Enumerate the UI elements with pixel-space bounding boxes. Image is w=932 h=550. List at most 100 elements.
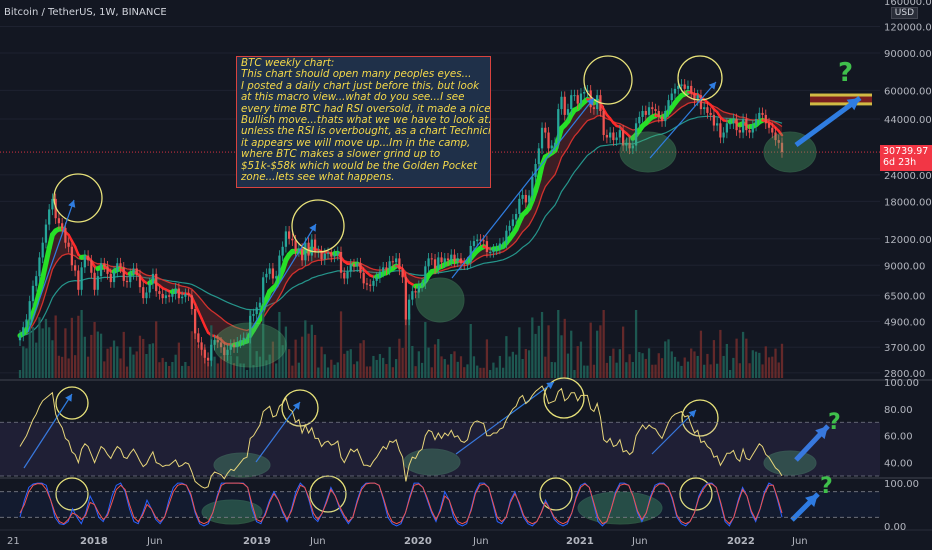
volume-bar (213, 356, 216, 378)
candle-down (592, 107, 596, 110)
volume-bar (103, 361, 106, 378)
candle-up (498, 243, 502, 249)
volume-bar (226, 355, 229, 378)
volume-bar (754, 351, 758, 378)
candle-down (320, 251, 323, 260)
volume-bar (151, 343, 155, 378)
candle-up (472, 241, 476, 246)
trend-ribbon-down-segment (777, 129, 784, 137)
time-tick-label: 2018 (80, 536, 108, 547)
candle-down (764, 114, 767, 124)
candle-up (407, 299, 411, 320)
candle-up (673, 88, 677, 94)
candle-up (262, 277, 265, 303)
volume-bar (258, 356, 262, 378)
volume-bar (193, 310, 197, 378)
volume-bar (359, 343, 362, 378)
candle-up (686, 85, 690, 89)
candle-down (294, 240, 297, 252)
volume-bar (323, 354, 326, 378)
candle-up (96, 276, 99, 290)
rsi-trend-arrow-head (688, 410, 696, 418)
candle-up (229, 344, 232, 350)
volume-bar (514, 354, 518, 378)
time-tick-label: 2019 (243, 536, 271, 547)
stoch-k-line (19, 482, 783, 527)
currency-label[interactable]: USD (890, 7, 918, 19)
volume-bar (333, 364, 336, 378)
candle-up (696, 95, 699, 101)
volume-bar (609, 355, 612, 378)
candle-down (158, 291, 161, 294)
volume-bar (534, 333, 537, 378)
candle-up (258, 302, 262, 308)
rsi-trend-arrow (455, 381, 555, 455)
candle-down (712, 114, 716, 126)
volume-bar (583, 365, 586, 378)
volume-bar (505, 336, 508, 378)
candle-up (28, 301, 31, 320)
candle-down (628, 142, 631, 149)
volume-bar (245, 370, 249, 378)
volume-bar (482, 367, 485, 378)
volume-bar (771, 356, 774, 378)
candle-down (709, 112, 712, 115)
volume-bar (625, 362, 628, 378)
candle-up (38, 257, 41, 277)
candle-up (521, 194, 524, 199)
volume-bar (106, 348, 109, 378)
candle-up (132, 268, 135, 274)
time-tick-label: Jun (146, 536, 163, 547)
volume-bar (758, 352, 761, 378)
volume-bar (41, 328, 44, 378)
volume-bar (372, 355, 375, 378)
golden-pocket-zone-inner (810, 96, 872, 103)
volume-bar (537, 325, 540, 378)
stoch-ellipse (201, 499, 263, 525)
volume-bar (527, 350, 531, 378)
candle-up (502, 242, 505, 244)
candle-up (647, 107, 651, 115)
candle-up (670, 93, 673, 101)
candle-down (122, 267, 125, 281)
trend-arrow-head (586, 98, 594, 106)
volume-bar (589, 322, 592, 378)
volume-bar (232, 363, 236, 378)
volume-bar (414, 366, 417, 378)
candle-down (369, 284, 372, 286)
volume-bar (774, 348, 777, 378)
volume-bar (401, 347, 404, 378)
stoch-highlight-circle (309, 475, 347, 513)
candle-up (116, 263, 119, 272)
note-line: $51k-$58k which would be the Golden Pock… (241, 159, 478, 172)
candle-up (566, 109, 570, 115)
note-line: it appears we will move up...Im in the c… (241, 136, 471, 149)
volume-bar (249, 310, 252, 378)
candle-down (446, 258, 450, 261)
stoch-highlight-circle (539, 477, 573, 511)
candle-down (138, 275, 142, 288)
volume-bar (654, 364, 657, 378)
question-mark-rsi: ? (828, 410, 841, 435)
volume-bar (677, 361, 680, 378)
ema-long-line (19, 115, 783, 337)
candle-up (213, 340, 216, 345)
candle-up (242, 337, 245, 341)
volume-bar (699, 330, 703, 378)
candle-down (391, 261, 395, 263)
volume-bar (22, 346, 25, 378)
candle-up (25, 319, 28, 328)
candle-down (385, 267, 388, 270)
volume-bar (492, 362, 495, 378)
candle-down (654, 109, 657, 111)
candle-up (378, 271, 382, 278)
candle-up (641, 110, 644, 117)
volume-bar (634, 310, 638, 378)
trend-ribbon-down-segment (73, 245, 80, 256)
rsi-highlight-circle (681, 399, 719, 437)
volume-bar (638, 352, 641, 378)
candle-down (683, 84, 686, 89)
candle-up (310, 239, 313, 256)
candle-up (450, 254, 453, 261)
candle-down (485, 241, 489, 252)
